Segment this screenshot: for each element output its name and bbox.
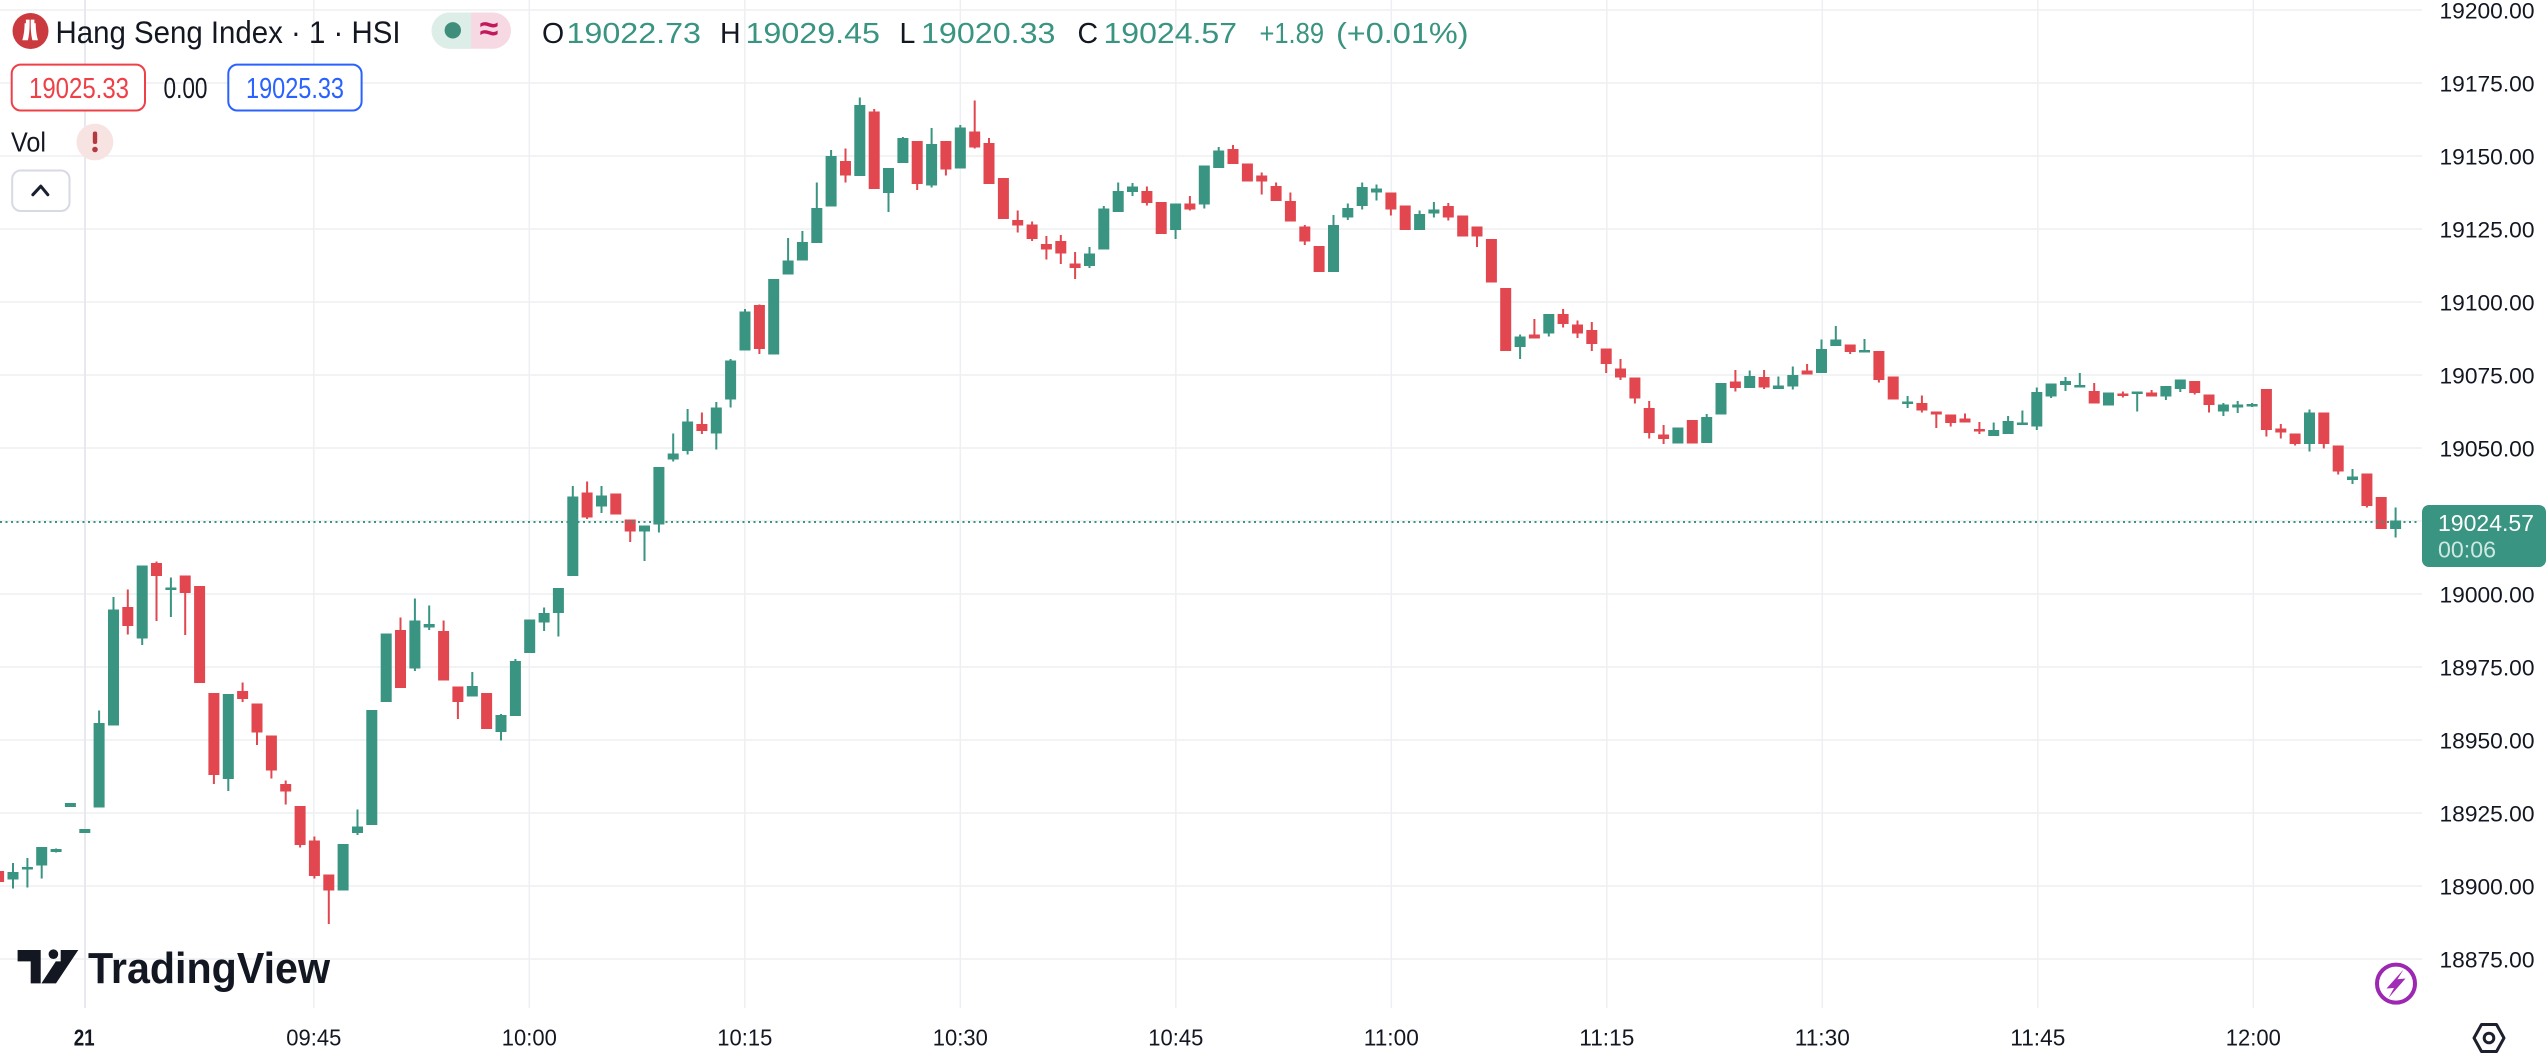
svg-text:19050.00: 19050.00 (2440, 436, 2535, 461)
svg-text:11:30: 11:30 (1795, 1025, 1850, 1051)
svg-text:L: L (900, 18, 916, 50)
svg-text:11:00: 11:00 (1364, 1025, 1419, 1051)
svg-text:19200.00: 19200.00 (2440, 0, 2535, 23)
svg-text:19125.00: 19125.00 (2440, 217, 2535, 242)
svg-text:12:00: 12:00 (2226, 1025, 2281, 1051)
svg-text:10:15: 10:15 (717, 1025, 772, 1051)
svg-text:10:00: 10:00 (502, 1025, 557, 1051)
svg-text:19020.33: 19020.33 (921, 18, 1056, 50)
svg-text:O: O (542, 18, 564, 50)
svg-text:19175.00: 19175.00 (2440, 71, 2535, 96)
svg-text:(+0.01%): (+0.01%) (1336, 18, 1469, 50)
svg-text:Vol: Vol (11, 127, 46, 158)
svg-text:19100.00: 19100.00 (2440, 290, 2535, 315)
svg-text:0.00: 0.00 (164, 73, 208, 105)
svg-text:18900.00: 18900.00 (2440, 874, 2535, 899)
svg-text:19029.45: 19029.45 (746, 18, 881, 50)
svg-text:19150.00: 19150.00 (2440, 144, 2535, 169)
svg-text:19075.00: 19075.00 (2440, 363, 2535, 388)
svg-text:≈: ≈ (480, 10, 499, 48)
svg-text:18875.00: 18875.00 (2440, 947, 2535, 972)
svg-text:19025.33: 19025.33 (29, 73, 129, 105)
svg-text:18975.00: 18975.00 (2440, 655, 2535, 680)
svg-text:19022.73: 19022.73 (567, 18, 702, 50)
svg-text:Hang Seng Index · 1 · HSI: Hang Seng Index · 1 · HSI (56, 14, 401, 50)
svg-text:19024.57: 19024.57 (1104, 18, 1238, 50)
svg-text:19000.00: 19000.00 (2440, 582, 2535, 607)
svg-text:10:45: 10:45 (1148, 1025, 1203, 1051)
svg-text:+1.89: +1.89 (1260, 18, 1325, 50)
svg-text:10:30: 10:30 (933, 1025, 988, 1051)
svg-text:18925.00: 18925.00 (2440, 801, 2535, 826)
svg-text:C: C (1078, 18, 1099, 50)
svg-text:09:45: 09:45 (286, 1025, 341, 1051)
svg-text:19024.57: 19024.57 (2438, 510, 2534, 536)
svg-text:11:15: 11:15 (1579, 1025, 1634, 1051)
svg-text:21: 21 (74, 1025, 95, 1051)
svg-text:TradingView: TradingView (88, 944, 331, 993)
svg-text:18950.00: 18950.00 (2440, 728, 2535, 753)
svg-text:19025.33: 19025.33 (246, 73, 344, 105)
svg-text:00:06: 00:06 (2438, 537, 2496, 563)
svg-text:11:45: 11:45 (2010, 1025, 2065, 1051)
svg-text:H: H (720, 18, 741, 50)
